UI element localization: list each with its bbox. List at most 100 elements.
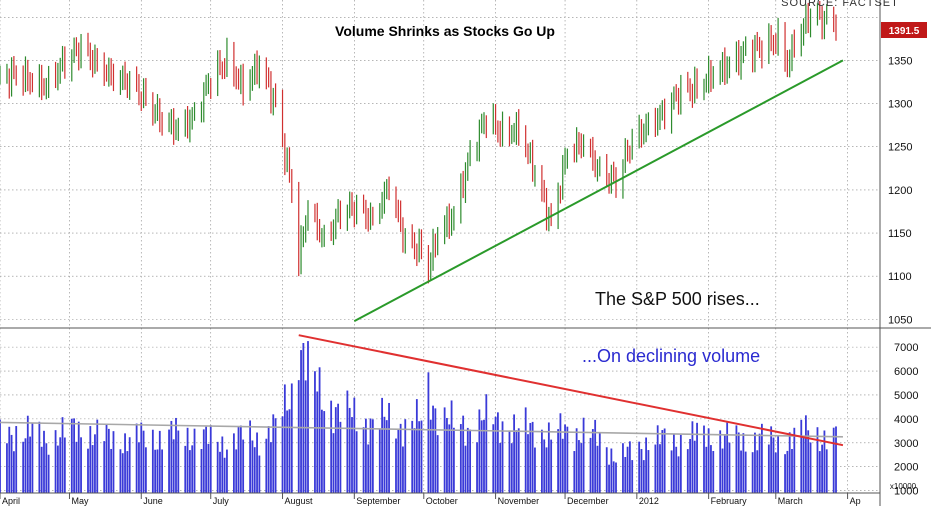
source-label: SOURCE: FACTSET — [781, 0, 899, 9]
volume-bar — [531, 421, 534, 493]
volume-bar — [550, 439, 553, 493]
volume-bar — [540, 429, 543, 493]
volume-bar — [793, 427, 796, 493]
volume-bar — [237, 425, 240, 493]
volume-tick-label: 5000 — [894, 390, 918, 402]
volume-bar — [427, 372, 430, 493]
volume-tick-label: 4000 — [894, 414, 918, 426]
price-tick-label: 1250 — [888, 142, 912, 154]
price-tick-label: 1100 — [888, 271, 912, 283]
volume-bar — [6, 443, 8, 493]
volume-bar — [385, 420, 388, 493]
volume-bar — [543, 439, 546, 493]
volume-bar — [809, 442, 812, 493]
last-price-tag-box — [881, 22, 927, 38]
volume-bar — [802, 437, 805, 493]
volume-bar — [89, 426, 92, 493]
volume-bar — [348, 407, 351, 493]
volume-bar — [679, 434, 682, 493]
volume-bar — [645, 437, 648, 493]
volume-bar — [290, 383, 293, 493]
volume-bar — [443, 407, 446, 493]
y-tick-labels: 1050 1100 1150 1200 1250 1300 1350 1000 2000 3000… — [888, 55, 918, 497]
month-label: Ap — [850, 496, 861, 506]
last-price-tag-text: 1391.5 — [889, 26, 920, 37]
volume-unit-label: x10000 — [890, 482, 917, 491]
volume-bar — [288, 409, 291, 493]
month-label: August — [285, 496, 314, 506]
volume-bar — [154, 449, 157, 493]
volume-bar — [80, 437, 82, 493]
volume-bar — [596, 445, 599, 493]
volume-bar — [483, 419, 485, 493]
volume-bar — [232, 433, 235, 493]
volume-bar — [337, 403, 340, 493]
volume-bar — [128, 437, 131, 493]
volume-bar — [121, 453, 124, 493]
volume-bar — [267, 426, 270, 493]
volume-bar — [107, 428, 110, 493]
month-label: March — [778, 496, 803, 506]
volume-bar — [492, 424, 495, 493]
volume-bar — [223, 457, 226, 493]
volume-bar — [448, 424, 451, 493]
volume-bar — [12, 451, 15, 493]
grid-lines — [0, 0, 880, 499]
volume-bar — [559, 413, 562, 493]
volume-bar — [54, 430, 57, 493]
volume-bar — [216, 441, 219, 493]
volume-bar — [353, 397, 356, 493]
volume-bar — [61, 417, 64, 493]
volume-bar — [138, 442, 140, 493]
volume-bar — [256, 432, 258, 493]
volume-bar — [191, 445, 194, 493]
volume-bar — [105, 423, 108, 493]
price-tick-label: 1350 — [888, 55, 912, 67]
volume-bar — [691, 421, 694, 493]
volume-bar — [610, 448, 613, 493]
volume-bar — [529, 422, 532, 493]
volume-bar — [469, 429, 472, 493]
volume-bar — [140, 422, 143, 493]
volume-bar — [446, 417, 448, 493]
volume-bar — [144, 447, 147, 493]
volume-bar — [239, 425, 242, 493]
volume-bar — [207, 443, 210, 493]
chart-title: Volume Shrinks as Stocks Go Up — [335, 23, 555, 39]
volume-bar — [258, 455, 261, 493]
volume-bar — [381, 397, 384, 493]
volume-bar — [696, 422, 698, 493]
volume-bar — [415, 399, 418, 493]
volume-bar — [515, 430, 518, 493]
volume-bar — [110, 448, 113, 493]
volume-trendline — [298, 334, 844, 447]
volume-bar — [707, 428, 710, 493]
volume-bar — [689, 438, 692, 493]
volume-bar — [580, 443, 583, 493]
volume-bar — [168, 429, 170, 493]
volume-bar — [740, 450, 742, 493]
volume-bar — [640, 449, 643, 493]
volume-bar — [87, 448, 89, 493]
volume-bar — [466, 427, 469, 493]
volume-bar — [719, 430, 722, 493]
volume-bar — [43, 430, 45, 493]
volume-bar — [395, 438, 397, 493]
volume-bar — [158, 430, 161, 493]
volume-bar — [464, 445, 467, 493]
volume-bar — [598, 432, 601, 493]
volume-bar — [73, 418, 76, 493]
month-label: 2012 — [639, 496, 659, 506]
month-label: September — [356, 496, 400, 506]
volume-bar — [462, 415, 465, 493]
volume-bar — [508, 430, 511, 493]
month-label: July — [213, 496, 230, 506]
volume-bar — [478, 409, 481, 493]
volume-bar — [47, 454, 50, 493]
volume-bar — [527, 434, 529, 493]
volume-bar — [501, 421, 504, 493]
volume-bar — [270, 442, 272, 493]
volume-bar — [31, 422, 34, 493]
last-price-tag: 1391.5 — [881, 22, 927, 38]
volume-bar — [756, 450, 759, 493]
